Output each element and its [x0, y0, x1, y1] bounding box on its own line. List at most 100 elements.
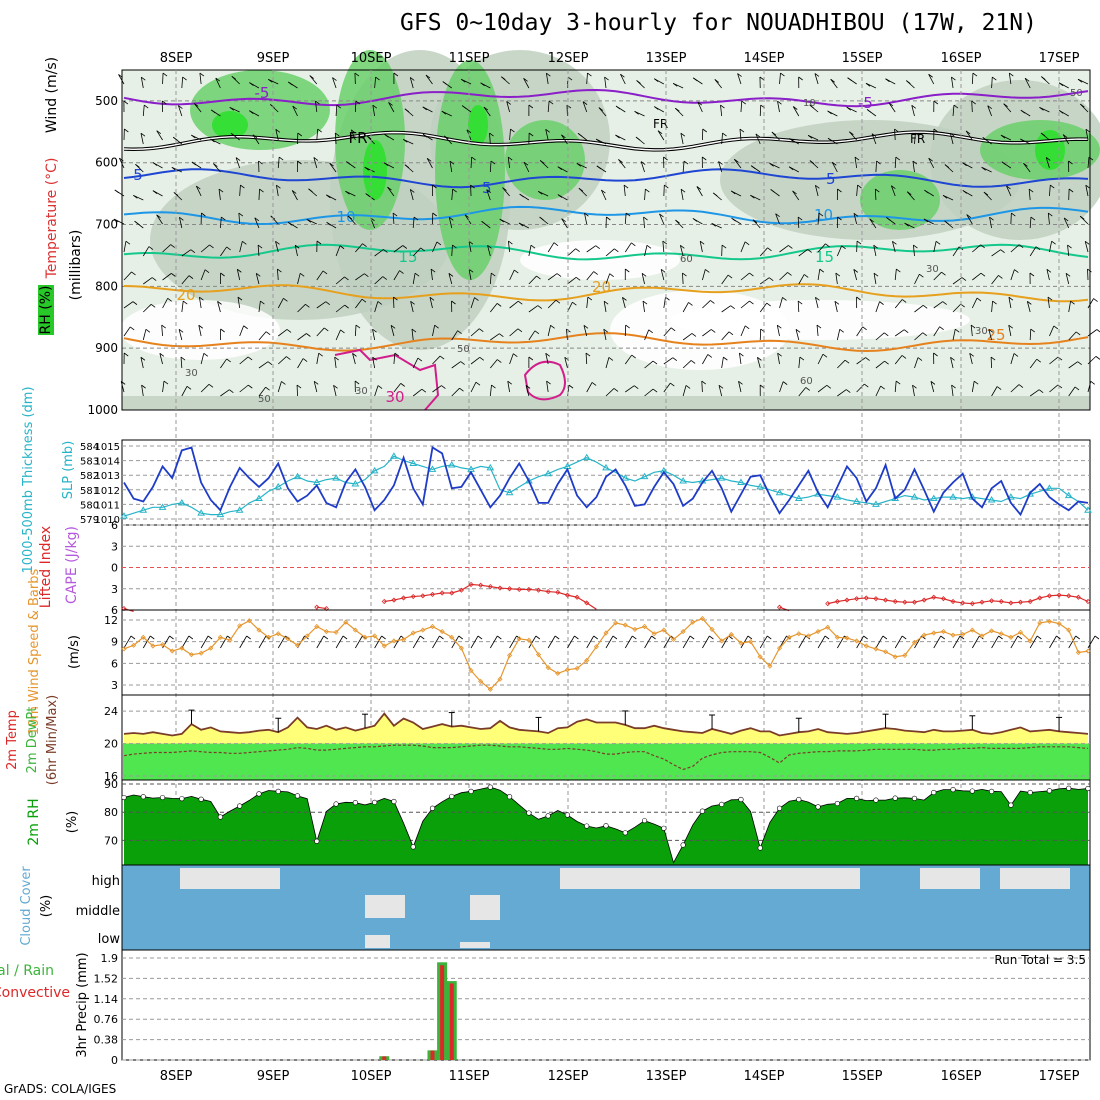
wind-barb-flag: [325, 301, 331, 305]
wind-barb: [816, 325, 819, 337]
wind-barb: [836, 245, 842, 257]
wind-barb: [971, 72, 974, 85]
wind-barb-flag: [642, 300, 648, 305]
wind10-barb: [721, 635, 730, 649]
wind-barb: [374, 249, 384, 257]
wind-barb: [1049, 241, 1053, 253]
wind-barb-flag: [702, 128, 708, 133]
rh-contour-label: 50: [258, 394, 271, 405]
wind10-point: [1046, 618, 1053, 625]
li-point: [429, 591, 436, 597]
wind-barb-flag: [631, 242, 636, 247]
wind10-barb-flag: [497, 635, 502, 640]
wind-barb: [598, 107, 607, 117]
wind-barb: [738, 381, 742, 393]
wind-barb-flag: [653, 78, 659, 82]
wind-barb-flag: [853, 213, 859, 217]
wind-barb-flag: [620, 73, 625, 78]
wind10-barb-flag: [419, 635, 425, 640]
wind-barb-flag: [749, 272, 754, 277]
wind10-point: [159, 641, 166, 648]
wind-barb: [354, 100, 357, 113]
bottom-date-label: 9SEP: [257, 1069, 290, 1084]
wind-barb-flag: [713, 192, 718, 197]
top-date-label: 10SEP: [351, 51, 392, 66]
wind-barb-flag: [809, 104, 814, 109]
bottom-date-label: 15SEP: [842, 1069, 883, 1084]
wind-barb-flag: [701, 380, 707, 385]
rh2m-point: [738, 796, 744, 803]
wind-barb-flag: [441, 110, 447, 115]
wind-barb-flag: [345, 190, 350, 195]
temp2m-line: [123, 712, 1089, 737]
rh2m-point: [1027, 789, 1033, 796]
wind10-point: [188, 652, 195, 658]
li-point: [584, 600, 590, 606]
wind-barb: [1049, 185, 1051, 197]
wind-barb: [856, 326, 863, 337]
top-date-label: 13SEP: [646, 51, 687, 66]
wind10-point: [574, 665, 580, 671]
wind-barb-flag: [864, 383, 869, 388]
wind-barb-flag: [132, 301, 138, 305]
wind-barb-flag: [410, 300, 415, 305]
wind-barb-flag: [335, 132, 340, 137]
wind-barb-flag: [1063, 217, 1069, 222]
wind10-point: [670, 636, 677, 643]
wind-barb: [254, 217, 260, 229]
wind-barb-flag: [393, 296, 398, 301]
wind-barb: [894, 156, 897, 169]
cloud-gap: [365, 895, 405, 918]
wind-barb-flag: [757, 357, 762, 361]
wind-barb: [123, 301, 134, 309]
wind-barb-flag: [1038, 389, 1044, 393]
wind10-barb-flag: [863, 635, 868, 640]
wind-barb-flag: [714, 79, 720, 83]
li-point: [873, 596, 879, 602]
wind-barb: [760, 277, 770, 285]
wind10-point: [1027, 638, 1033, 644]
wind10-barb-flag: [535, 635, 541, 640]
axis-label-precip-units: 3hr Precip (mm): [75, 952, 90, 1057]
wind-barb-flag: [404, 108, 410, 113]
wind-barb-flag: [152, 190, 158, 194]
wind-barb-flag: [593, 271, 598, 275]
wind-barb: [601, 189, 607, 201]
wind-barb-flag: [475, 381, 481, 386]
wind10-barb-flag: [824, 635, 830, 640]
wind-barb-flag: [888, 102, 894, 107]
thickness-point: [293, 472, 302, 480]
wind10-point: [285, 636, 291, 642]
wind-barb: [237, 297, 241, 309]
wind-barb-flag: [339, 245, 345, 250]
wind-barb-flag: [988, 329, 994, 333]
isotherm-label: -5: [858, 94, 873, 112]
wind-barb: [412, 247, 421, 257]
wind10-point: [362, 634, 368, 640]
wind10-barb: [952, 635, 961, 649]
wind-barb: [873, 245, 877, 257]
isotherm-label: 5: [133, 166, 143, 184]
top-date-label: 16SEP: [941, 51, 982, 66]
wind-barb-flag: [989, 216, 994, 221]
wind10-point: [555, 670, 561, 677]
wind-barb: [333, 385, 337, 397]
wind-barb-flag: [981, 166, 986, 171]
wind-barb-flag: [680, 188, 686, 193]
wind-barb-flag: [728, 331, 734, 336]
wind-barb-flag: [434, 324, 439, 329]
wind-barb-flag: [148, 246, 154, 250]
wind-barb-flag: [670, 327, 676, 332]
isotherm-label: 15: [815, 248, 834, 266]
wind-barb: [622, 297, 626, 309]
wind-barb-flag: [313, 157, 319, 161]
wind-barb: [546, 381, 549, 393]
wind-barb-flag: [972, 72, 978, 77]
li-point: [931, 594, 937, 600]
li-point: [478, 582, 484, 588]
slp-tick-label: 1012: [95, 486, 120, 497]
wind-barb: [701, 380, 703, 393]
wind-barb: [831, 162, 838, 173]
wind-barb-flag: [452, 244, 457, 249]
wind-barb: [199, 297, 202, 309]
